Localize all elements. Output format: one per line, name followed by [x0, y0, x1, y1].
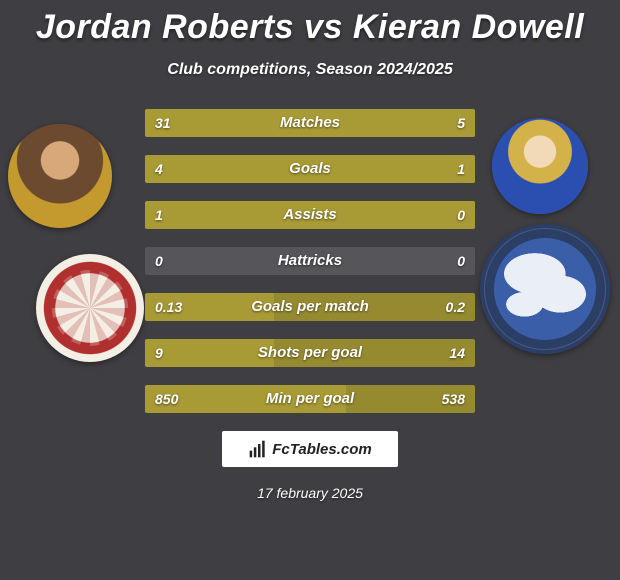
- player2-club-crest: [480, 224, 610, 354]
- player2-name: Kieran Dowell: [353, 8, 584, 46]
- stat-label: Goals per match: [145, 293, 475, 321]
- player1-name: Jordan Roberts: [36, 8, 294, 46]
- stat-row: 9Shots per goal14: [145, 339, 475, 367]
- stat-value-right: 0: [457, 201, 465, 229]
- stat-row: 0.13Goals per match0.2: [145, 293, 475, 321]
- player1-photo: [8, 124, 112, 228]
- player1-club-crest: [36, 254, 144, 362]
- stat-label: Goals: [145, 155, 475, 183]
- branding-badge: FcTables.com: [222, 431, 398, 467]
- stat-value-right: 0: [457, 247, 465, 275]
- stats-container: 31Matches54Goals11Assists00Hattricks00.1…: [145, 109, 475, 413]
- date-text: 17 february 2025: [0, 485, 620, 501]
- stat-row: 31Matches5: [145, 109, 475, 137]
- stat-value-right: 5: [457, 109, 465, 137]
- stat-value-right: 1: [457, 155, 465, 183]
- subtitle: Club competitions, Season 2024/2025: [0, 61, 620, 79]
- stat-label: Shots per goal: [145, 339, 475, 367]
- stat-row: 4Goals1: [145, 155, 475, 183]
- fctables-logo-icon: [248, 439, 268, 459]
- stat-row: 0Hattricks0: [145, 247, 475, 275]
- stat-label: Assists: [145, 201, 475, 229]
- stat-row: 1Assists0: [145, 201, 475, 229]
- vs-text: vs: [304, 8, 343, 46]
- stat-value-right: 538: [442, 385, 465, 413]
- player2-photo: [492, 118, 588, 214]
- branding-text: FcTables.com: [272, 441, 371, 458]
- stat-label: Min per goal: [145, 385, 475, 413]
- stat-value-right: 14: [449, 339, 465, 367]
- stat-label: Matches: [145, 109, 475, 137]
- stat-row: 850Min per goal538: [145, 385, 475, 413]
- stat-label: Hattricks: [145, 247, 475, 275]
- page-title: Jordan Roberts vs Kieran Dowell: [0, 0, 620, 47]
- stat-value-right: 0.2: [446, 293, 465, 321]
